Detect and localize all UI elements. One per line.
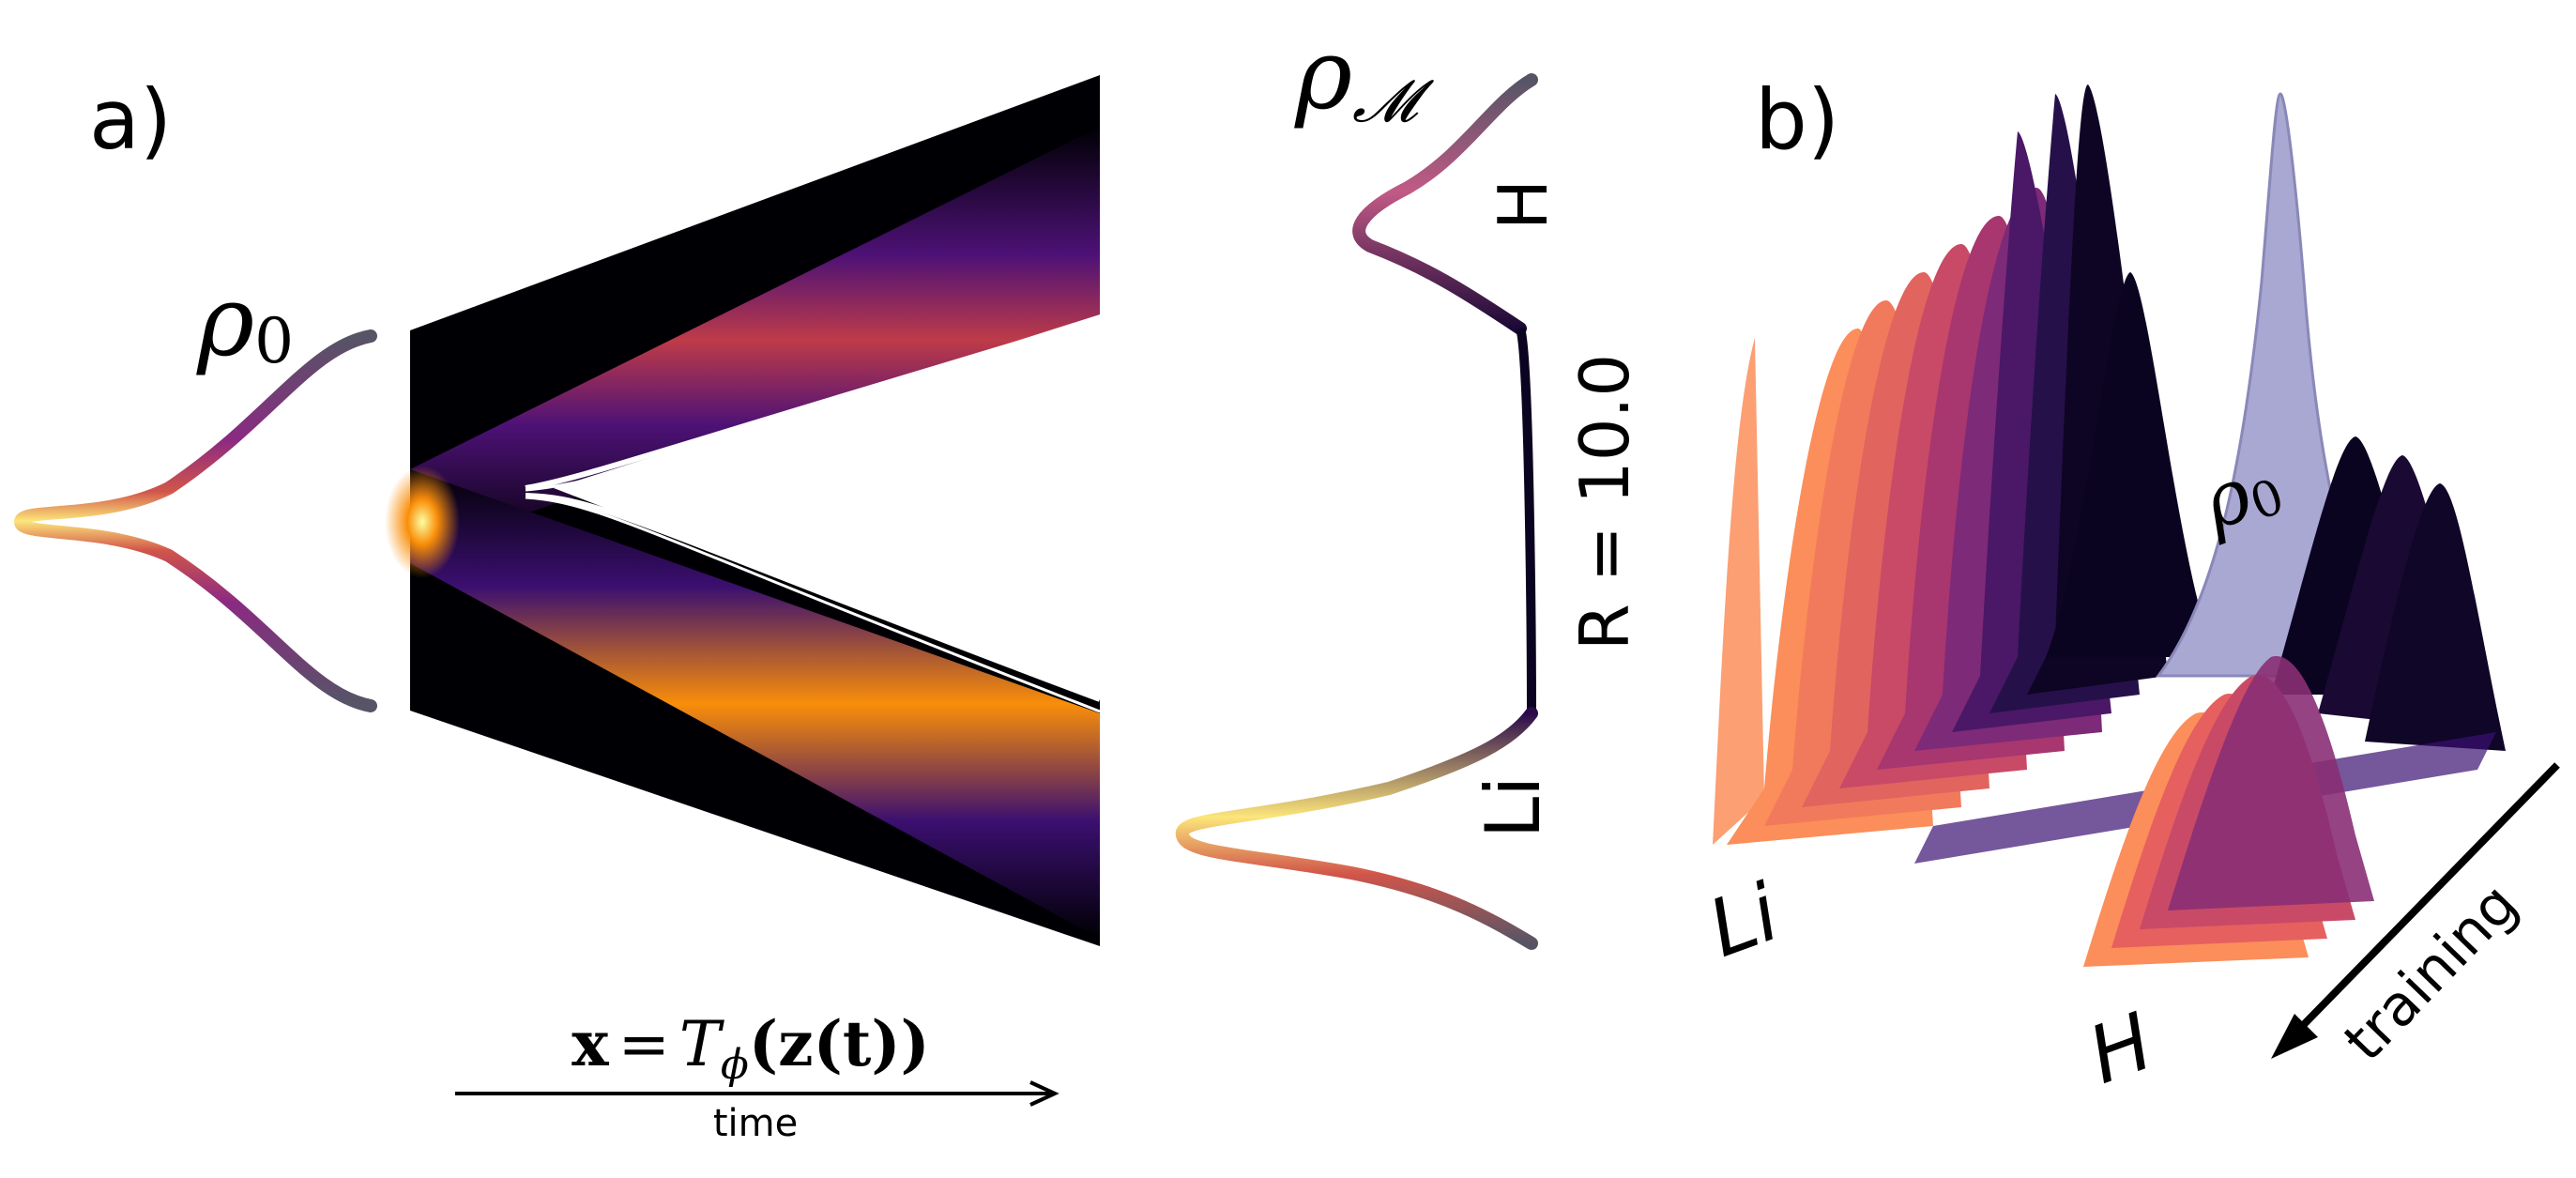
formula-x: x [572,1007,609,1080]
panel-a: a) ρ0 ρ𝓜 [13,17,1644,1145]
fan-origin-glow [385,466,460,578]
rho0-subscript: 0 [254,305,294,377]
fan-trajectory-upper-2 [525,327,1101,492]
rho0-density-curve [13,329,377,712]
rhoM-h-peak-curve [1352,73,1538,335]
rhoM-label: ρ𝓜 [1294,17,1434,135]
formula-phi: ϕ [721,1041,749,1089]
rho0-symbol: ρ [196,264,254,378]
formula-t: T [679,1008,725,1080]
ridge-stack-right-front [2083,656,2374,967]
transform-formula: x = Tϕ(z(t)) [572,1007,930,1089]
fan-trajectory-upper [525,316,1101,491]
rho0-label: ρ0 [196,264,294,378]
fan-lower-band [410,469,1100,939]
fan-trajectory-lower [525,493,1102,702]
time-arrow [455,1080,1059,1107]
rhoM-baseline [1516,327,1536,714]
panel-b-label: b) [1755,71,1839,168]
ridge-front-face-left [1713,338,1764,845]
ridge-stack-left [1727,84,2168,845]
formula-eq: = [618,1008,670,1080]
panel-b: b) ρ0 [1697,71,2560,1102]
fan-upper-band [410,127,1100,554]
training-arrow [2271,762,2560,1059]
ridge-middle-peak [2046,272,2215,657]
b-h-label: H [2077,995,2164,1102]
formula-argument: (z(t)) [749,1007,930,1080]
rhoM-li-peak-curve [1175,707,1538,950]
fan-trajectory-lower-2 [525,496,1101,713]
time-label: time [713,1102,798,1145]
panel-a-label: a) [89,71,172,168]
rhoM-subscript: 𝓜 [1352,67,1434,135]
fan-gap [554,314,1100,699]
r-distance-label: R = 10.0 [1565,354,1644,650]
rhoM-symbol: ρ [1294,17,1352,131]
flow-fan [385,75,1102,946]
li-label: Li [1470,776,1557,839]
ridge-stack-right-back [2271,436,2506,751]
h-label: H [1484,179,1562,230]
b-li-label: Li [1697,866,1790,975]
